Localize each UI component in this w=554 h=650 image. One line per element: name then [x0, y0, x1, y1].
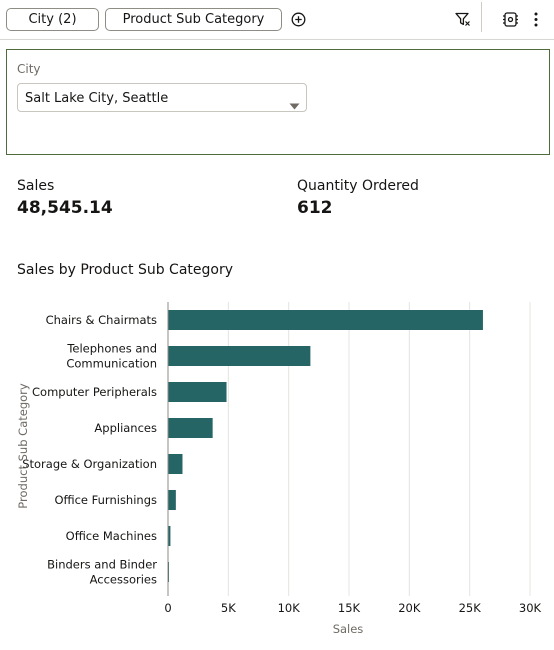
category-label: Computer Peripherals [32, 385, 157, 399]
category-label: Storage & Organization [22, 457, 157, 471]
more-icon[interactable] [533, 11, 539, 32]
category-label: Binders and Binder [47, 558, 157, 572]
city-select[interactable]: Salt Lake City, Seattle [17, 83, 307, 112]
x-tick-label: 10K [278, 601, 301, 615]
category-label: Telephones and [66, 342, 157, 356]
bar [168, 310, 483, 330]
category-label: Accessories [90, 573, 157, 587]
x-tick-label: 0 [164, 601, 171, 615]
bar [168, 346, 311, 366]
category-label: Office Machines [66, 529, 157, 543]
x-tick-label: 30K [519, 601, 542, 615]
bar [168, 454, 183, 474]
bar [168, 382, 227, 402]
category-label: Chairs & Chairmats [46, 313, 157, 327]
city-filter-chip[interactable]: City (2) [6, 8, 99, 31]
settings-icon[interactable] [502, 11, 519, 32]
city-filter-panel: City Salt Lake City, Seattle [6, 49, 550, 155]
y-axis-title: Product Sub Category [16, 383, 30, 509]
x-axis-title: Sales [333, 622, 364, 636]
x-tick-label: 15K [338, 601, 361, 615]
chart-title: Sales by Product Sub Category [17, 262, 233, 278]
x-tick-label: 25K [459, 601, 482, 615]
city-filter-label: City [17, 62, 41, 76]
bar [168, 490, 176, 510]
quantity-kpi: Quantity Ordered 612 [297, 178, 419, 218]
sales-kpi: Sales 48,545.14 [17, 178, 113, 218]
category-label: Communication [66, 357, 157, 371]
sales-kpi-label: Sales [17, 178, 55, 194]
add-icon[interactable] [291, 12, 306, 31]
sales-kpi-value: 48,545.14 [17, 198, 113, 218]
quantity-kpi-value: 612 [297, 198, 333, 218]
x-tick-label: 5K [221, 601, 236, 615]
toolbar-divider [481, 2, 482, 32]
toolbar: City (2) Product Sub Category [0, 0, 554, 40]
city-select-value: Salt Lake City, Seattle [25, 91, 169, 106]
x-tick-label: 20K [398, 601, 421, 615]
product-sub-category-chip[interactable]: Product Sub Category [105, 8, 282, 31]
category-label: Office Furnishings [54, 493, 157, 507]
category-label: Appliances [94, 421, 157, 435]
bar [168, 526, 171, 546]
chevron-down-icon[interactable] [289, 95, 300, 114]
quantity-kpi-label: Quantity Ordered [297, 178, 419, 194]
filter-icon[interactable] [455, 12, 471, 31]
bar [168, 418, 213, 438]
